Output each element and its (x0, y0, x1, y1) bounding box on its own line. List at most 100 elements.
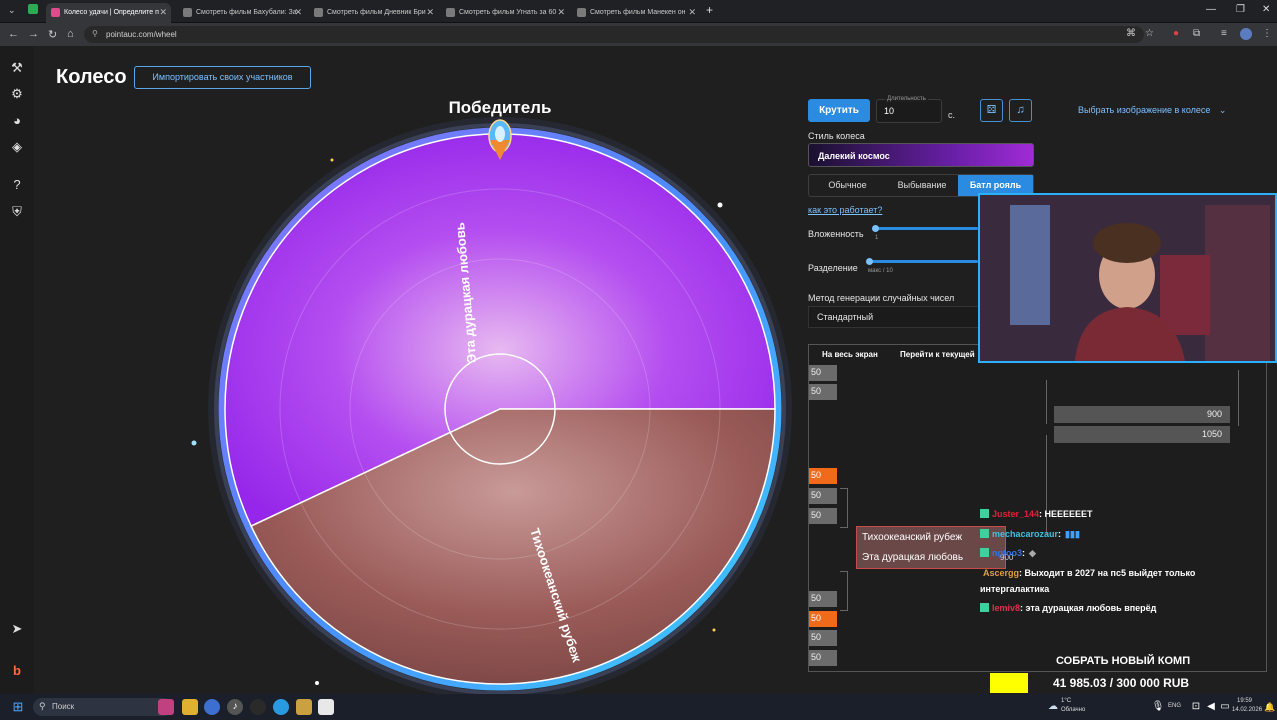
rng-method-select[interactable]: Стандартный (808, 306, 983, 328)
profile-avatar-icon[interactable] (1240, 28, 1252, 40)
close-window-icon[interactable]: ✕ (1262, 4, 1271, 15)
mode-elimination-tab[interactable]: Выбывание (897, 180, 947, 190)
fullscreen-button[interactable]: На весь экран (822, 350, 878, 359)
wheel[interactable]: Эта дурацкая любовь Тихоокеанский рубеж (190, 110, 810, 694)
telegram-icon[interactable]: ➤ (11, 621, 23, 636)
site-info-icon[interactable]: ⚲ (92, 29, 98, 38)
bracket-cell: 50 (809, 468, 837, 484)
close-tab-icon[interactable]: ✕ (688, 7, 696, 17)
address-bar[interactable]: ⚲ pointauc.com/wheel (84, 26, 1144, 43)
volume-icon[interactable]: ◀ (1207, 701, 1215, 712)
duration-unit: с. (948, 110, 956, 120)
file-explorer-icon[interactable] (182, 699, 198, 715)
tab-wheel[interactable]: Колесо удачи | Определите п ✕ (46, 3, 171, 23)
clock-time[interactable]: 19:59 (1237, 698, 1253, 704)
app-icon[interactable] (28, 4, 38, 14)
import-participants-button[interactable]: Импортировать своих участников (134, 66, 311, 89)
wheel-style-label: Стиль колеса (808, 131, 865, 141)
bracket-cell: 50 (809, 650, 837, 666)
taskbar-search[interactable]: ⚲ Поиск (33, 698, 173, 716)
battery-icon[interactable]: ▭ (1220, 701, 1230, 712)
boosty-icon[interactable]: b (13, 663, 21, 678)
tab-movie-2[interactable]: Смотреть фильм Дневник Бри ✕ (309, 3, 438, 23)
tab-movie-4[interactable]: Смотреть фильм Манекен он ✕ (572, 3, 700, 23)
layers-icon[interactable]: ◈ (12, 139, 22, 154)
wheel-segment (250, 408, 776, 685)
site-favicon-icon (446, 8, 455, 17)
obs-icon[interactable] (250, 699, 266, 715)
chat-message: Juster_144: НЕЕЕЕЕЕТ (980, 509, 1093, 519)
music-app-icon[interactable]: ♪ (227, 699, 243, 715)
how-it-works-link[interactable]: как это работает? (808, 205, 883, 215)
close-tab-icon[interactable]: ✕ (557, 7, 565, 17)
mode-normal-tab[interactable]: Обычное (828, 180, 867, 190)
clock-date[interactable]: 14.02.2026 (1232, 707, 1263, 713)
chat-nick: mechacarozaur (992, 529, 1059, 539)
chat-message-continued: интергалактика (980, 584, 1049, 594)
battle-bracket (808, 344, 1267, 672)
music-icon-button[interactable]: ♫ (1009, 99, 1032, 122)
bracket-cell: 50 (809, 630, 837, 646)
shield-icon[interactable]: ⛨ (12, 204, 22, 219)
bookmark-star-icon[interactable]: ☆ (1145, 28, 1154, 39)
duration-input[interactable] (876, 99, 942, 123)
wheel-pointer (488, 119, 512, 160)
app-icon[interactable] (318, 699, 334, 715)
windows-start-icon[interactable]: ⊞ (12, 699, 24, 714)
chat-nick: Juster_144 (992, 509, 1040, 519)
spin-button[interactable]: Крутить (808, 99, 870, 122)
bracket-cell: 50 (809, 384, 837, 400)
duration-value[interactable]: 10 (884, 106, 895, 116)
winner-label: Победитель (448, 98, 552, 117)
close-tab-icon[interactable]: ✕ (426, 7, 434, 17)
split-slider[interactable] (868, 260, 978, 263)
network-icon[interactable]: ⊡ (1191, 701, 1201, 712)
nesting-slider[interactable] (874, 227, 978, 230)
tab-search-icon[interactable]: ⌄ (8, 5, 16, 15)
widgets-icon[interactable] (158, 699, 174, 715)
image-select-dropdown[interactable]: Выбрать изображение в колесе ⌄ (1078, 105, 1227, 115)
extension-icon[interactable]: ● (1173, 28, 1180, 39)
app-icon[interactable] (296, 699, 312, 715)
tab-movie-1[interactable]: Смотреть фильм Бахубали: За ✕ (178, 3, 306, 23)
microphone-icon[interactable]: 🎙 (1151, 701, 1165, 712)
home-icon[interactable]: ⌂ (67, 28, 74, 40)
reload-icon[interactable]: ↻ (48, 29, 58, 41)
tab-movie-3[interactable]: Смотреть фильм Угнать за 60 ✕ (441, 3, 569, 23)
bracket-line (847, 571, 848, 611)
translate-icon[interactable]: ⌘ (1126, 28, 1136, 39)
mode-battle-royale-tab[interactable]: Батл рояль (958, 175, 1033, 196)
go-to-current-button[interactable]: Перейти к текущей (900, 350, 975, 359)
split-slider-knob[interactable] (866, 258, 873, 265)
notifications-icon[interactable]: 🔔 (1264, 702, 1276, 712)
close-tab-icon[interactable]: ✕ (159, 7, 167, 17)
duration-label: Длительность (885, 96, 928, 102)
chat-badge-icon (980, 603, 989, 612)
weather-icon[interactable]: ☁ (1048, 701, 1058, 712)
star-decoration (315, 681, 319, 685)
equalizer-emote-icon: ▮▮▮ (1065, 529, 1080, 539)
gavel-icon[interactable]: ⚒ (11, 60, 23, 75)
wheel-icon[interactable]: ◕ (13, 113, 21, 128)
minimize-icon[interactable]: — (1206, 4, 1216, 15)
bracket-cell: 50 (809, 591, 837, 607)
tab-list-icon[interactable]: ≡ (1221, 28, 1227, 39)
telegram-app-icon[interactable] (273, 699, 289, 715)
browser-menu-icon[interactable]: ⋮ (1262, 28, 1272, 39)
help-icon[interactable]: ? (13, 177, 21, 192)
new-tab-button[interactable]: + (706, 3, 714, 17)
back-icon[interactable]: ← (8, 28, 19, 40)
wheel-style-select[interactable]: Далекий космос (808, 143, 1034, 167)
forward-icon[interactable]: → (28, 28, 39, 40)
language-indicator[interactable]: ENG (1168, 703, 1182, 709)
mode-selector: Обычное Выбывание Батл рояль (808, 174, 1034, 197)
dice-icon-button[interactable]: ⚄ (980, 99, 1003, 122)
chat-nick: lemiv8 (992, 603, 1021, 613)
maximize-icon[interactable]: ❐ (1236, 4, 1245, 15)
extensions-puzzle-icon[interactable]: ⧉ (1193, 28, 1201, 39)
nesting-slider-knob[interactable] (872, 225, 879, 232)
close-tab-icon[interactable]: ✕ (294, 7, 302, 17)
chrome-icon[interactable] (204, 699, 220, 715)
gear-icon[interactable]: ⚙ (11, 86, 23, 101)
